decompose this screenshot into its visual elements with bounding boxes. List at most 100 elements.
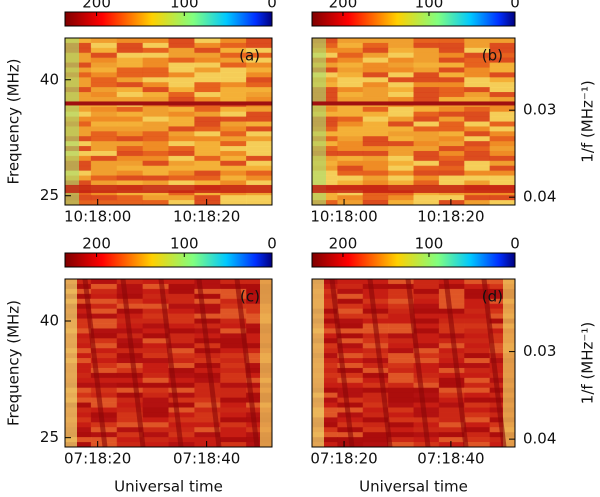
spectrogram-cell [413, 82, 440, 88]
spectrogram-cell [388, 42, 414, 49]
spectrogram-cell [489, 111, 516, 118]
spectrogram-cell [337, 52, 364, 59]
spectrogram-cell [220, 67, 247, 73]
spectrogram-cell [246, 288, 273, 295]
spectrogram-cell [388, 407, 414, 413]
spectrogram-cell [220, 412, 247, 418]
spectrogram-cell [312, 293, 338, 300]
spectrogram-cell [312, 298, 338, 305]
spectrogram-cell [337, 141, 364, 147]
spectrogram-cell [337, 343, 364, 349]
spectrogram-streak [120, 278, 146, 448]
spectrogram-cell [489, 288, 516, 295]
spectrogram-cell [312, 367, 338, 374]
spectrogram-cell [438, 382, 465, 389]
spectrogram-cell [362, 155, 389, 162]
spectrogram-cell [388, 348, 414, 354]
spectrogram-cell [194, 283, 221, 290]
spectrogram-cell [168, 328, 195, 334]
spectrogram-cell [388, 146, 414, 152]
spectrogram-cell [65, 293, 92, 300]
y-axis-title: Frequency (MHz) [5, 300, 23, 426]
spectrogram-cell [312, 348, 338, 354]
spectrogram-cell [168, 293, 195, 300]
spectrogram-cell [142, 387, 169, 394]
spectrogram-cell [194, 407, 221, 413]
spectrogram-cell [168, 358, 195, 364]
panel-label: (a) [239, 47, 260, 65]
spectrogram-cell [246, 328, 273, 334]
spectrogram-cell [413, 141, 440, 147]
spectrogram-cell [413, 165, 440, 172]
spectrogram-cell [194, 160, 221, 167]
spectrogram-cell [90, 62, 118, 68]
spectrogram-cell [90, 72, 118, 78]
spectrogram-cell [438, 165, 465, 172]
spectrogram-cell [90, 82, 118, 88]
spectrogram-cell [464, 279, 491, 285]
spectrogram-cell [362, 195, 389, 201]
spectrogram-cell [142, 190, 169, 196]
spectrogram-cell [489, 402, 516, 408]
spectrogram-cell [65, 432, 92, 438]
spectrogram-streak [196, 278, 222, 448]
spectrogram-cell [116, 308, 144, 315]
x-tick-label: 07:18:40 [417, 450, 484, 468]
spectrogram-cell [90, 116, 118, 122]
spectrogram-cell [312, 363, 338, 369]
y-tick-label: 40 [40, 70, 59, 88]
colorbar-tick-label: 200 [329, 0, 358, 12]
spectrogram-cell [116, 131, 144, 137]
spectrogram-cell [489, 155, 516, 162]
spectrogram-cell [413, 303, 440, 310]
spectrogram-cell [194, 402, 221, 408]
spectrogram-cell [312, 442, 338, 448]
spectrogram-cell [413, 392, 440, 399]
spectrogram-cell [65, 402, 92, 408]
spectrogram-cell [168, 42, 195, 49]
spectrogram-cell [464, 96, 491, 103]
spectrogram-cell [312, 437, 338, 443]
x-tick-label: 10:18:00 [310, 208, 377, 226]
spectrogram-cell [362, 111, 389, 118]
spectrogram-cell [388, 308, 414, 315]
spectrogram-cell [116, 412, 144, 418]
spectrogram-cell [142, 200, 169, 206]
spectrogram-cell [194, 131, 221, 137]
spectrogram-cell [464, 323, 491, 329]
spectrogram-cell [388, 367, 414, 374]
spectrogram-cell [116, 141, 144, 147]
spectrogram-cell [464, 165, 491, 172]
spectrogram-cell [220, 165, 247, 172]
spectrogram-cell [116, 432, 144, 438]
spectrogram-cell [220, 333, 247, 339]
spectrogram-cell [194, 382, 221, 389]
spectrogram-cell [65, 313, 92, 320]
spectrogram-cell [464, 111, 491, 118]
spectrogram-cell [142, 283, 169, 290]
spectrogram-cell [168, 417, 195, 423]
spectrogram-cell [388, 279, 414, 285]
spectrogram-band [312, 101, 515, 106]
spectrogram-cell [220, 432, 247, 438]
spectrogram-cell [194, 195, 221, 201]
spectrogram-cell [142, 111, 169, 118]
spectrogram-cell [337, 57, 364, 64]
spectrogram-cell [464, 92, 491, 98]
spectrogram-cell [337, 136, 364, 142]
spectrogram-cell [312, 427, 338, 433]
spectrogram-cell [438, 121, 465, 127]
spectrogram-cell [142, 126, 169, 132]
spectrogram-cell [246, 42, 273, 49]
spectrogram-cell [489, 195, 516, 201]
spectrogram-cell [489, 47, 516, 54]
spectrogram-cell [220, 131, 247, 137]
spectrogram-cell [90, 77, 118, 83]
spectrogram-cell [337, 67, 364, 73]
spectrogram-cell [362, 442, 389, 448]
spectrogram-cell [246, 47, 273, 54]
spectrogram-cell [438, 96, 465, 103]
spectrogram-cell [220, 279, 247, 285]
spectrogram-cell [438, 377, 465, 384]
spectrogram-cell [438, 92, 465, 98]
